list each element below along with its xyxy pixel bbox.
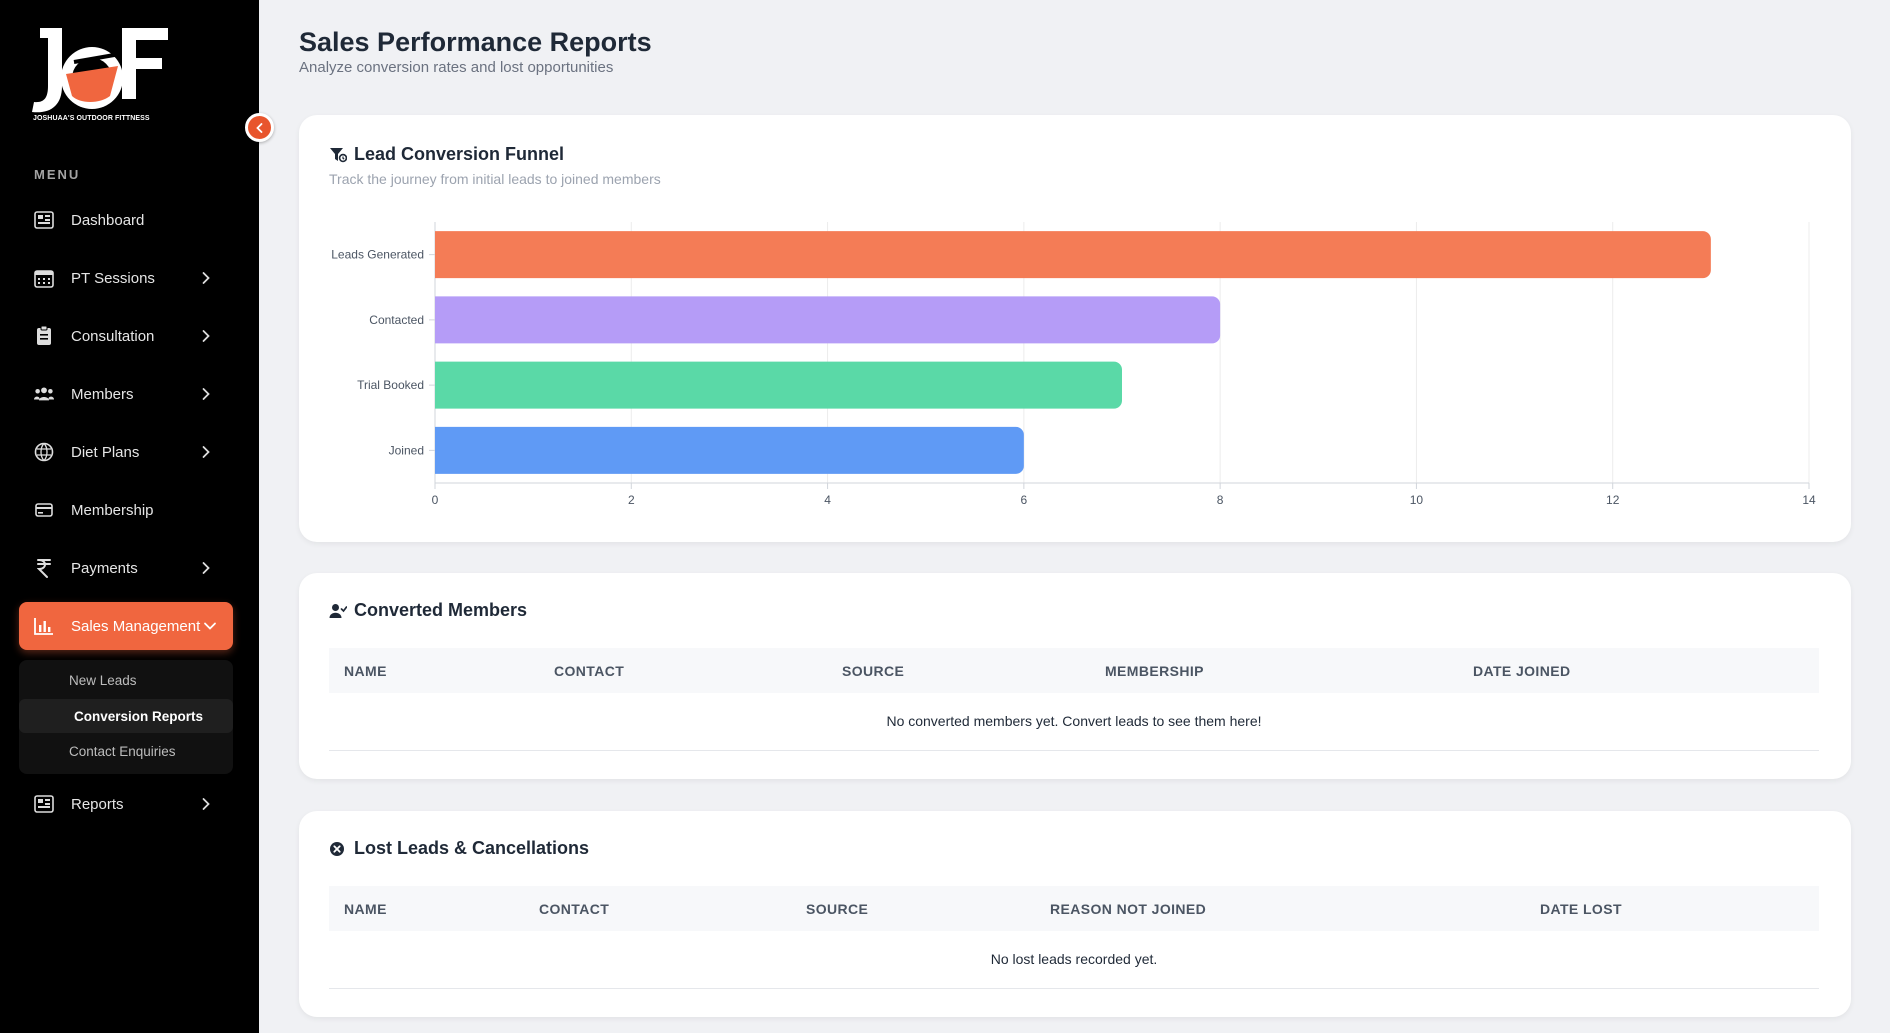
sidebar-item-dashboard[interactable]: Dashboard (19, 196, 233, 244)
sales-submenu: New Leads Conversion Reports Contact Enq… (19, 660, 233, 774)
sidebar-item-label: Reports (71, 795, 124, 813)
chevron-right-icon (202, 446, 210, 458)
sidebar-item-label: Payments (71, 559, 138, 577)
card-icon (34, 500, 54, 520)
x-tick-label: 12 (1606, 493, 1620, 507)
x-tick-label: 2 (628, 493, 635, 507)
sidebar-item-members[interactable]: Members (19, 370, 233, 418)
submenu-item-new-leads[interactable]: New Leads (69, 672, 137, 688)
sidebar-item-reports[interactable]: Reports (19, 780, 233, 828)
sidebar-item-sales-management[interactable]: Sales Management (19, 602, 233, 650)
sidebar-item-label: PT Sessions (71, 269, 155, 287)
chevron-right-icon (202, 330, 210, 342)
clipboard-icon (34, 326, 54, 346)
funnel-card: Lead Conversion Funnel Track the journey… (299, 115, 1851, 542)
x-tick-label: 14 (1802, 493, 1816, 507)
sidebar-item-label: Diet Plans (71, 443, 140, 461)
lost-card-title: Lost Leads & Cancellations (329, 838, 589, 859)
funnel-card-title: Lead Conversion Funnel (329, 144, 564, 165)
chevron-right-icon (202, 388, 210, 400)
bar-trial-booked (435, 361, 1122, 409)
funnel-title-text: Lead Conversion Funnel (354, 144, 565, 164)
column-header-name: NAME (329, 648, 539, 693)
y-tick-label: Leads Generated (331, 248, 424, 262)
submenu-item-conversion-reports[interactable]: Conversion Reports (19, 699, 233, 733)
x-tick-label: 10 (1410, 493, 1424, 507)
users-icon (34, 384, 54, 404)
x-tick-label: 0 (432, 493, 439, 507)
brand-tagline: JOSHUAA'S OUTDOOR FITTNESS (33, 115, 150, 122)
user-check-icon (329, 602, 347, 620)
x-tick-label: 4 (824, 493, 831, 507)
bar-leads-generated (435, 231, 1711, 279)
converted-members-table: NAME CONTACT SOURCE MEMBERSHIP DATE JOIN… (329, 648, 1819, 751)
y-tick-label: Trial Booked (357, 378, 424, 392)
bar-chart-icon (34, 616, 54, 636)
page-title: Sales Performance Reports (299, 27, 652, 57)
x-tick-label: 6 (1021, 493, 1028, 507)
converted-title-text: Converted Members (354, 600, 528, 620)
x-circle-icon (329, 840, 347, 858)
calendar-icon (34, 268, 54, 288)
funnel-icon (329, 146, 347, 164)
y-tick-label: Contacted (369, 313, 424, 327)
y-tick-label: Joined (389, 443, 424, 457)
sidebar-item-label: Members (71, 385, 134, 403)
submenu-item-contact-enquiries[interactable]: Contact Enquiries (69, 743, 176, 759)
dashboard-icon (34, 210, 54, 230)
sidebar-item-payments[interactable]: Payments (19, 544, 233, 592)
funnel-card-subtitle: Track the journey from initial leads to … (329, 171, 661, 187)
funnel-chart: 0 2 4 6 8 10 12 14 Leads Generated Contacted Trial… (331, 222, 1816, 507)
column-header-source: SOURCE (827, 648, 1090, 693)
column-header-contact: CONTACT (539, 648, 827, 693)
sidebar-item-label: Sales Management (71, 617, 201, 635)
column-header-contact: CONTACT (524, 886, 791, 931)
table-header-row: NAME CONTACT SOURCE MEMBERSHIP DATE JOIN… (329, 648, 1819, 693)
converted-members-card: Converted Members NAME CONTACT SOURCE ME… (299, 573, 1851, 779)
empty-state-text: No converted members yet. Convert leads … (329, 693, 1819, 751)
globe-icon (34, 442, 54, 462)
x-tick-label: 8 (1217, 493, 1224, 507)
column-header-date-joined: DATE JOINED (1458, 648, 1819, 693)
brand-logo (32, 28, 168, 113)
lost-leads-table: NAME CONTACT SOURCE REASON NOT JOINED DA… (329, 886, 1819, 989)
table-empty-row: No converted members yet. Convert leads … (329, 693, 1819, 751)
chevron-right-icon (202, 562, 210, 574)
lost-title-text: Lost Leads & Cancellations (354, 838, 590, 858)
column-header-reason: REASON NOT JOINED (1035, 886, 1525, 931)
sidebar-item-consultation[interactable]: Consultation (19, 312, 233, 360)
bar-contacted (435, 296, 1221, 344)
column-header-membership: MEMBERSHIP (1090, 648, 1458, 693)
sidebar-collapse-button[interactable] (245, 113, 274, 142)
sidebar-item-label: Dashboard (71, 211, 145, 229)
table-header-row: NAME CONTACT SOURCE REASON NOT JOINED DA… (329, 886, 1819, 931)
column-header-source: SOURCE (791, 886, 1035, 931)
column-header-date-lost: DATE LOST (1525, 886, 1819, 931)
chevron-left-icon (255, 122, 262, 133)
bar-joined (435, 426, 1024, 474)
chevron-down-icon (204, 622, 216, 630)
page-subtitle: Analyze conversion rates and lost opport… (299, 59, 614, 76)
menu-label: MENU (34, 167, 81, 182)
lost-leads-card: Lost Leads & Cancellations NAME CONTACT … (299, 811, 1851, 1017)
chevron-right-icon (202, 272, 210, 284)
table-empty-row: No lost leads recorded yet. (329, 931, 1819, 989)
report-icon (34, 794, 54, 814)
sidebar-item-membership[interactable]: Membership (19, 486, 233, 534)
sidebar-item-pt-sessions[interactable]: PT Sessions (19, 254, 233, 302)
column-header-name: NAME (329, 886, 524, 931)
converted-card-title: Converted Members (329, 600, 527, 621)
rupee-icon (34, 558, 54, 578)
sidebar-item-label: Membership (71, 501, 154, 519)
sidebar: JOSHUAA'S OUTDOOR FITTNESS MENU Dashboar… (0, 0, 274, 1033)
chevron-right-icon (202, 798, 210, 810)
sidebar-item-diet-plans[interactable]: Diet Plans (19, 428, 233, 476)
sidebar-item-label: Consultation (71, 327, 155, 345)
empty-state-text: No lost leads recorded yet. (329, 931, 1819, 989)
